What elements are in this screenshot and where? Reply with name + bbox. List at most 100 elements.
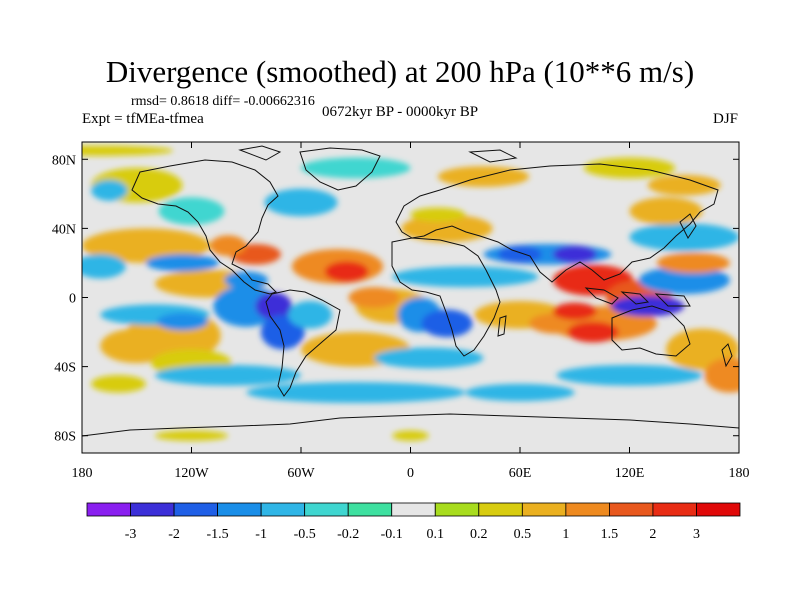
colorbar-swatch [434, 502, 480, 517]
field-region-52 [246, 382, 466, 403]
coastline-new-zealand [721, 343, 733, 368]
colorbar-swatch [347, 502, 393, 517]
field-region-31 [498, 245, 542, 263]
field-region-49 [158, 197, 225, 225]
field-region-19 [348, 287, 400, 308]
coastline-australia [611, 305, 691, 357]
field-region-50 [264, 188, 338, 217]
colorbar-swatch [217, 502, 262, 517]
field-region-15 [324, 261, 369, 282]
colorbar-label: 3 [693, 527, 700, 542]
colorbar-label: -2 [168, 527, 180, 542]
colorbar-swatch [86, 502, 131, 517]
y-tick-label: 40S [54, 361, 76, 376]
colorbar-label: 0.1 [427, 527, 445, 542]
field-region-41 [629, 197, 703, 225]
experiment-label: Expt = tfMEa-tfmea [82, 111, 204, 127]
field-region-38 [638, 266, 730, 295]
colorbar-swatch [391, 502, 436, 517]
colorbar-label: -1.5 [207, 527, 229, 542]
coastline-north-america [131, 159, 279, 295]
colorbar-swatch [565, 502, 610, 517]
colorbar-swatch [130, 502, 175, 517]
y-tick-label: 80N [52, 153, 76, 168]
coastline-indonesia [584, 287, 691, 307]
colorbar-label: 2 [649, 527, 656, 542]
coastline-antarctica [82, 413, 739, 437]
field-region-58 [392, 430, 429, 441]
colorbar-label: 0.5 [514, 527, 532, 542]
field-region-39 [656, 252, 730, 274]
coastline-madagascar [497, 315, 507, 337]
field-region-59 [82, 145, 174, 156]
y-tick-label: 0 [69, 292, 76, 307]
field-region-10 [255, 292, 292, 320]
field-region-3 [82, 228, 210, 263]
period-label: 0672kyr BP - 0000kyr BP [322, 104, 479, 120]
field-region-13 [155, 364, 301, 386]
colorbar-label: 0.2 [470, 527, 488, 542]
y-tick-label: 80S [54, 430, 76, 445]
colorbar-label: -0.5 [294, 527, 316, 542]
x-tick-label: 0 [407, 466, 414, 481]
y-axis: 80N 40N 0 40S 80S [52, 153, 739, 445]
colorbar-swatch [173, 502, 218, 517]
field-region-36 [552, 302, 597, 320]
coastline-africa [391, 237, 501, 357]
colorbar-swatch [478, 502, 523, 517]
field-region-17 [209, 235, 247, 257]
x-tick-label: 60E [509, 466, 532, 481]
field-region-53 [556, 364, 703, 386]
x-tick-label: 120E [615, 466, 645, 481]
field-region-57 [155, 430, 228, 441]
x-tick-label: 120W [174, 466, 209, 481]
field-region-40 [629, 223, 739, 251]
field-region-55 [91, 375, 146, 393]
x-tick-label: 180 [72, 466, 93, 481]
x-axis: 180 120W 60W 0 60E 120E 180 [72, 142, 750, 481]
chart-title: Divergence (smoothed) at 200 hPa (10**6 … [105, 54, 695, 89]
y-tick-label: 40N [52, 222, 76, 237]
coastline-japan [679, 213, 697, 239]
divergence-field [82, 142, 739, 453]
colorbar-swatch [652, 502, 697, 517]
field-region-6 [145, 254, 219, 272]
field-region-35 [567, 321, 619, 343]
stats-label: rmsd= 0.8618 diff= -0.00662316 [131, 94, 315, 109]
field-region-45 [91, 180, 128, 201]
coastline-greenland [299, 147, 381, 191]
colorbar-label: -1 [255, 527, 267, 542]
colorbar-swatch [260, 502, 306, 517]
field-region-30 [552, 245, 597, 263]
colorbar-swatch [521, 502, 567, 517]
colorbar-label: -0.2 [337, 527, 359, 542]
field-region-54 [224, 271, 269, 289]
field-region-8 [156, 313, 208, 331]
coastline-arctic-islands [238, 145, 518, 163]
colorbar-label: -0.1 [381, 527, 403, 542]
colorbar-swatch [696, 502, 741, 517]
field-region-12 [288, 300, 333, 329]
field-region-23 [374, 347, 484, 369]
coastline-eurasia [395, 163, 719, 283]
colorbar-label: -3 [125, 527, 137, 542]
field-region-43 [704, 357, 739, 393]
colorbar: -3 -2 -1.5 -1 -0.5 -0.2 -0.1 0.1 0.2 0.5 1 1.5 2 3 [86, 502, 741, 542]
x-tick-label: 180 [729, 466, 750, 481]
colorbar-label: 1.5 [601, 527, 619, 542]
colorbar-label: 1 [562, 527, 569, 542]
field-region-46 [301, 157, 411, 179]
x-tick-label: 60W [287, 466, 315, 481]
field-region-1 [100, 328, 174, 364]
coastlines [82, 145, 739, 437]
field-region-26 [392, 266, 539, 288]
colorbar-swatch [304, 502, 349, 517]
field-region-5 [82, 254, 126, 279]
field-region-56 [465, 383, 575, 402]
colorbar-swatch [609, 502, 654, 517]
coastline-south-america [265, 289, 341, 397]
field-region-28 [410, 207, 466, 222]
field-region-48 [647, 174, 721, 196]
field-region-27 [401, 214, 493, 243]
